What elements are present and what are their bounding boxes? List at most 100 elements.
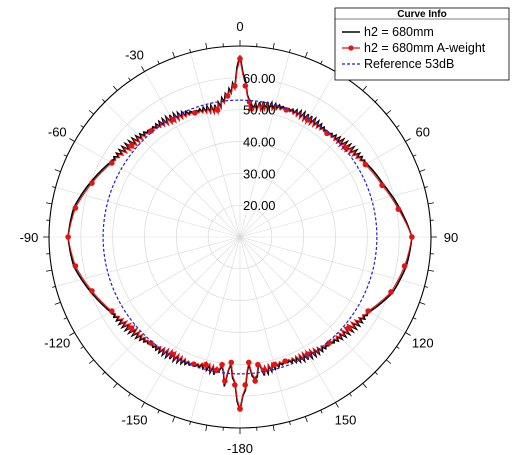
angle-label-0: 0 [236,19,243,34]
series-point-1-50 [242,382,248,388]
series-point-1-3 [222,378,228,384]
series-point-1-49 [245,359,252,366]
series-point-1-10 [128,325,135,331]
angle-label-1: -30 [125,47,144,62]
grid-spoke [144,71,241,238]
outer-tick [172,416,176,423]
series-layer [65,55,415,412]
grid-spoke [239,236,406,333]
grid-spoke [239,236,425,287]
series-point-1-51 [237,406,243,412]
outer-tick [272,42,275,49]
outer-tick [335,402,339,408]
series-point-1-23 [224,93,231,99]
series-point-1-47 [255,361,261,368]
series-point-1-22 [214,107,221,113]
outer-tick [396,346,400,349]
grid-spoke [74,236,241,333]
radial-label-1: 30.00 [243,166,276,181]
series-point-1-45 [271,361,277,368]
series-point-1-38 [401,263,408,269]
legend-entry-2: Reference 53dB [364,57,454,71]
grid-spoke [239,236,376,373]
outer-tick [102,99,106,103]
outer-tick [128,77,131,81]
series-point-1-4 [219,361,225,368]
series-point-1-39 [388,289,394,295]
outer-tick [69,138,75,142]
series-point-1-28 [248,105,255,112]
outer-tick [289,421,291,425]
series-line-0 [67,55,413,411]
angle-label-7: -120 [44,336,70,351]
outer-tick [405,332,411,336]
outer-tick [63,317,68,320]
outer-tick [386,110,392,115]
outer-tick [428,202,435,205]
outer-tick [205,425,208,432]
outer-tick [128,393,131,397]
outer-tick [141,402,145,408]
series-point-1-16 [89,180,95,186]
series-point-1-34 [362,161,369,168]
angle-label-9: -150 [121,413,147,428]
legend: Curve Info h2 = 680mm h2 = 680mm A-weigh… [334,7,510,81]
outer-tick [419,169,426,173]
outer-tick [80,346,84,349]
outer-tick [374,99,378,103]
outer-tick [63,154,68,157]
series-point-1-2 [228,359,235,366]
series-point-1-42 [326,340,332,346]
series-point-1-33 [343,145,349,151]
outer-tick [189,49,191,53]
series-point-1-36 [395,206,402,212]
radial-label-0: 20.00 [243,198,276,213]
series-point-1-17 [109,160,115,166]
series-point-1-35 [379,182,385,189]
outer-tick [52,286,56,288]
grid-spoke [144,236,241,403]
series-point-1-30 [283,107,290,113]
series-point-1-21 [192,110,198,116]
outer-tick [157,409,160,414]
grid-spoke [74,141,241,238]
series-point-1-14 [65,234,71,240]
outer-tick [428,269,435,272]
outer-tick [172,51,176,58]
outer-tick [141,66,145,72]
series-point-1-29 [260,104,266,110]
series-reference-53db [102,99,378,375]
legend-entry-1: h2 = 680mm A-weight [364,41,486,55]
outer-tick [102,371,106,375]
series-point-1-41 [345,325,352,331]
outer-tick [52,186,56,188]
series-point-1-20 [169,117,176,123]
grid-spoke [239,52,290,238]
series-point-1-37 [409,234,415,240]
series-point-1-12 [89,288,95,294]
grid-spoke [104,101,241,238]
outer-tick [412,317,417,320]
series-point-1-43 [304,351,311,357]
outer-tick [272,425,275,432]
outer-tick [304,416,308,423]
series-point-1-18 [128,143,135,149]
series-point-1-19 [148,128,154,134]
series-point-1-25 [237,55,243,62]
outer-tick [405,138,411,142]
angle-label-6: 90 [444,230,458,245]
legend-title: Curve Info [397,9,446,20]
legend-box [334,7,510,81]
grid-spoke [239,236,290,422]
outer-tick [424,186,428,188]
angle-label-3: -60 [48,125,67,140]
outer-tick [349,393,352,397]
outer-tick [189,421,191,425]
outer-tick [88,110,94,115]
outer-tick [80,125,84,128]
outer-tick [69,332,75,336]
series-point-1-11 [109,308,115,314]
series-point-1-44 [282,358,288,364]
grid-spoke [239,141,406,238]
outer-tick [424,286,428,288]
